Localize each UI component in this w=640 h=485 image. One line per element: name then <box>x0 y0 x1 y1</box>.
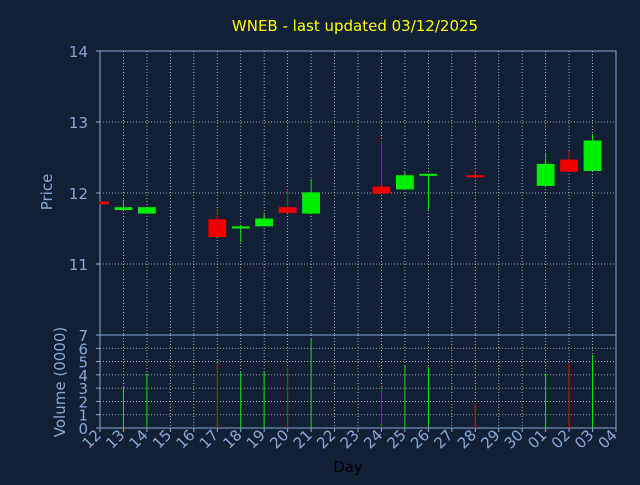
x-tick-label: 24 <box>360 426 386 452</box>
volume-y-tick-label: 7 <box>78 327 88 345</box>
x-tick-label: 28 <box>454 426 480 452</box>
price-y-tick-label: 12 <box>69 185 88 203</box>
candle-body <box>583 140 602 171</box>
x-tick-label: 21 <box>290 426 316 452</box>
candle-body <box>536 163 555 186</box>
candle-body <box>114 207 133 211</box>
x-tick-label: 16 <box>172 426 198 452</box>
x-tick-label: 26 <box>407 426 433 452</box>
candle-body <box>100 201 109 205</box>
x-tick-label: 27 <box>430 426 456 452</box>
volume-plot-frame <box>99 334 617 429</box>
x-tick-label: 03 <box>571 426 597 452</box>
x-tick-label: 30 <box>501 426 527 452</box>
x-tick-label: 20 <box>266 426 292 452</box>
volume-axis-label: Volume (0000) <box>51 327 69 437</box>
chart-title: WNEB - last updated 03/12/2025 <box>232 17 478 35</box>
x-tick-label: 29 <box>477 426 503 452</box>
volume-y-tick-label: 6 <box>78 340 88 358</box>
candle-body <box>395 175 414 190</box>
x-tick-label: 19 <box>243 426 269 452</box>
candle-body <box>302 192 321 214</box>
x-tick-label: 02 <box>548 426 574 452</box>
candle-body <box>208 219 227 238</box>
volume-y-tick-label: 1 <box>78 407 88 425</box>
x-tick-label: 13 <box>102 426 128 452</box>
candle-body <box>231 226 250 229</box>
volume-y-tick-label: 2 <box>78 393 88 411</box>
candle-body <box>372 186 391 194</box>
price-y-tick-label: 13 <box>69 114 88 132</box>
candle-body <box>137 207 156 214</box>
x-tick-label: 22 <box>313 426 339 452</box>
candle-body <box>419 173 438 176</box>
volume-y-tick-label: 3 <box>78 380 88 398</box>
volume-y-tick-label: 4 <box>78 367 88 385</box>
candle-body <box>278 207 297 213</box>
x-tick-label: 15 <box>149 426 175 452</box>
price-y-tick-label: 11 <box>69 256 88 274</box>
x-tick-label: 14 <box>126 426 152 452</box>
price-panel: 11 12 13 14 <box>69 43 617 336</box>
x-tick-label: 17 <box>196 426 222 452</box>
candle-body <box>255 218 274 227</box>
x-tick-label: 25 <box>384 426 410 452</box>
volume-y-tick-label: 5 <box>78 354 88 372</box>
volume-panel: 0123456712131415161718192021222324252627… <box>78 327 620 452</box>
candle-body <box>466 175 485 178</box>
candle-body <box>560 159 579 172</box>
x-tick-label: 04 <box>595 426 621 452</box>
x-tick-label: 01 <box>524 426 550 452</box>
price-y-tick-label: 14 <box>69 43 88 61</box>
x-tick-label: 18 <box>219 426 245 452</box>
x-axis-label: Day <box>333 458 363 476</box>
volume-y-tick-label: 0 <box>78 420 88 438</box>
price-axis-label: Price <box>38 174 56 211</box>
x-tick-label: 23 <box>337 426 363 452</box>
